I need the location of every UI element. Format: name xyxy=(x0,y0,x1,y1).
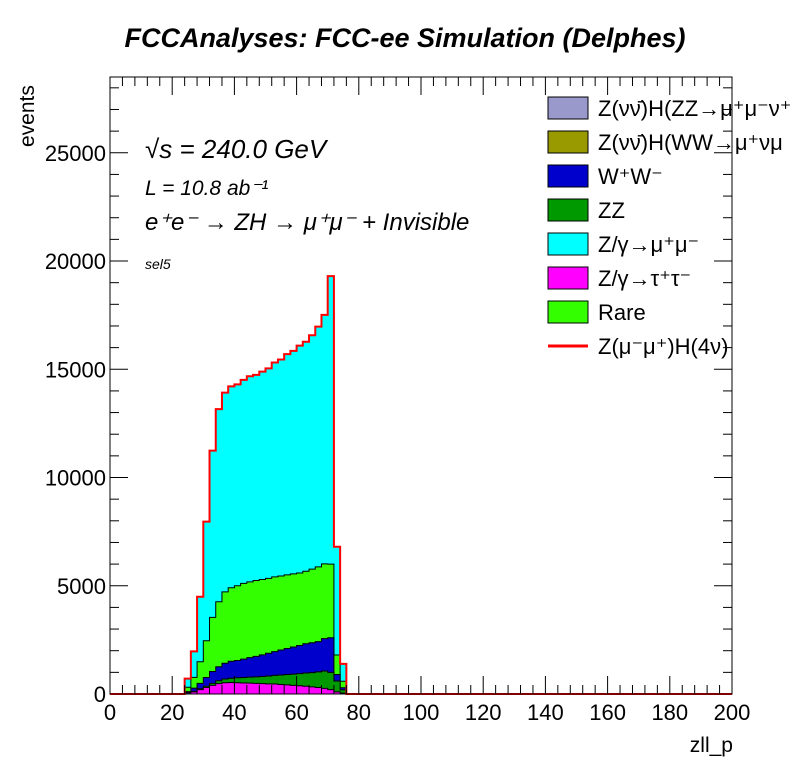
chart-title: FCCAnalyses: FCC-ee Simulation (Delphes) xyxy=(124,23,685,53)
y-tick-label: 20000 xyxy=(45,249,106,274)
y-tick-label: 5000 xyxy=(57,574,106,599)
legend-label: Z(νν̄)H(WW→μ⁺νμ xyxy=(598,130,783,155)
plot-frame xyxy=(109,76,733,695)
legend-label: W⁺W⁻ xyxy=(598,164,663,189)
y-tick-label: 25000 xyxy=(45,141,106,166)
x-tick-label: 80 xyxy=(347,700,371,725)
y-tick-label: 0 xyxy=(94,682,106,707)
x-tick-label: 140 xyxy=(527,700,564,725)
legend-swatch xyxy=(547,130,589,154)
x-tick-label: 60 xyxy=(284,700,308,725)
legend-swatch xyxy=(547,232,589,256)
x-tick-label: 0 xyxy=(104,700,116,725)
process-annotation: e⁺e⁻ → ZH → μ⁺μ⁻ + Invisible xyxy=(145,209,469,236)
legend-swatch xyxy=(547,164,589,188)
y-tick-label: 15000 xyxy=(45,357,106,382)
x-axis-label: zll_p xyxy=(690,734,733,757)
legend-swatch xyxy=(547,198,589,222)
x-tick-label: 200 xyxy=(714,700,751,725)
legend-label: Z(νν̄)H(ZZ→μ⁺μ⁻ν⁺ xyxy=(598,96,791,121)
selection-annotation: sel5 xyxy=(145,256,171,272)
stack-layer xyxy=(110,275,732,695)
x-tick-label: 40 xyxy=(222,700,246,725)
legend-swatch xyxy=(547,96,589,120)
legend: Z(νν̄)H(ZZ→μ⁺μ⁻ν⁺ Z(νν̄)H(WW→μ⁺νμ W⁺W⁻ ZZ Z/… xyxy=(547,96,791,359)
legend-swatch xyxy=(547,266,589,290)
legend-label: Rare xyxy=(598,300,646,325)
x-tick-label: 120 xyxy=(465,700,502,725)
x-tick-label: 100 xyxy=(403,700,440,725)
legend-label: ZZ xyxy=(598,198,625,223)
legend-label: Z(μ⁻μ⁺)H(4ν) xyxy=(598,334,728,359)
energy-annotation: √s = 240.0 GeV xyxy=(145,134,329,164)
x-tick-label: 180 xyxy=(651,700,688,725)
tick-layer: 0 20 40 60 80 100 120 140 160 180 200 0 5000 10000 150… xyxy=(45,77,751,725)
series-0-area xyxy=(110,682,732,695)
signal-line xyxy=(110,275,732,695)
y-tick-label: 10000 xyxy=(45,466,106,491)
legend-swatch xyxy=(547,300,589,324)
x-tick-label: 160 xyxy=(589,700,626,725)
lumi-annotation: L = 10.8 ab⁻¹ xyxy=(145,177,268,200)
legend-label: Z/γ→τ⁺τ⁻ xyxy=(598,266,691,291)
y-axis-label: events xyxy=(16,85,39,147)
legend-label: Z/γ→μ⁺μ⁻ xyxy=(598,232,699,257)
x-tick-label: 20 xyxy=(160,700,184,725)
